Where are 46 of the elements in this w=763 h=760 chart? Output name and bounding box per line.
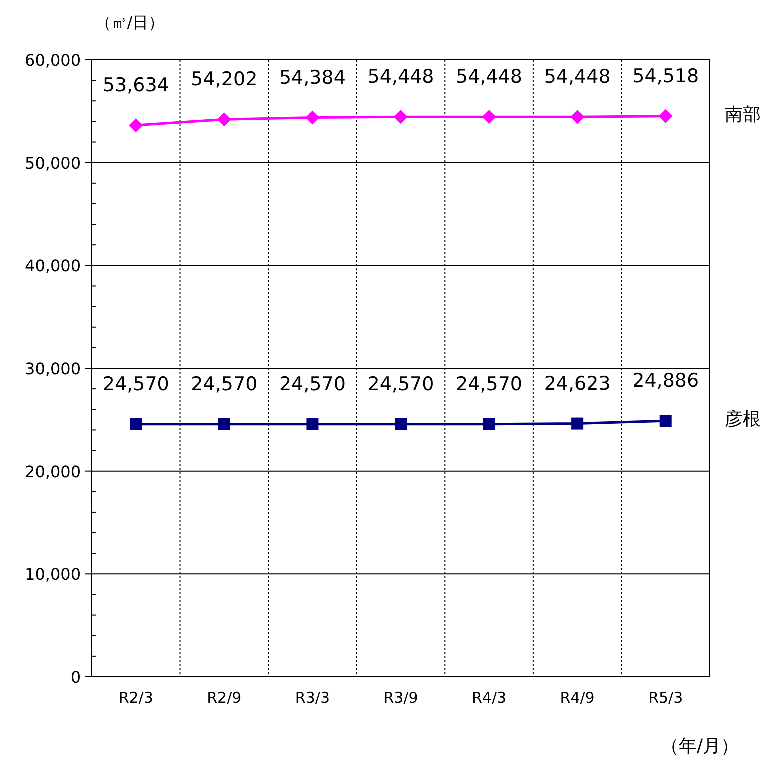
point	[217, 112, 232, 127]
data-label: 24,570	[368, 373, 434, 396]
data-label: 24,570	[102, 373, 170, 396]
y-tick-label: 60,000	[25, 51, 81, 70]
point	[306, 110, 320, 125]
y-tick-label: 40,000	[25, 256, 81, 276]
data-label: 24,570	[191, 373, 258, 396]
y-tick-label: 50,000	[25, 154, 81, 173]
x-tick-label: R4/9	[560, 689, 595, 707]
point	[572, 418, 584, 430]
data-label: 24,570	[456, 373, 523, 396]
x-tick-label: R2/9	[207, 689, 242, 707]
data-label: 54,448	[544, 66, 611, 88]
data-label: 53,634	[102, 74, 170, 96]
point	[483, 418, 496, 430]
data-label: 54,202	[191, 68, 258, 91]
text: 彦根	[725, 409, 761, 430]
data-label: 24,623	[544, 372, 611, 395]
data-label: 24,886	[632, 370, 700, 392]
x-tick-label: R5/3	[648, 689, 684, 707]
text: 10,000	[25, 565, 81, 584]
data-label: 54,384	[279, 66, 346, 89]
data-label: 54,448	[456, 66, 523, 88]
x-tick-label: R3/9	[384, 689, 418, 707]
point	[394, 110, 408, 124]
y-tick-label: 20,000	[25, 462, 81, 482]
x-axis-title: （年/月）	[660, 736, 740, 757]
x-tick-label: R2/3	[118, 689, 154, 707]
point	[306, 418, 319, 430]
point	[395, 418, 407, 430]
point	[482, 110, 496, 124]
point	[130, 418, 142, 430]
y-tick-label: 30,000	[25, 360, 81, 378]
text: 南部	[725, 104, 761, 126]
point	[658, 109, 673, 124]
x-tick-label: R3/3	[295, 689, 330, 707]
point	[129, 118, 144, 132]
data-label: 24,570	[279, 373, 346, 396]
point	[570, 110, 585, 124]
data-label: 54,448	[368, 66, 434, 88]
point	[218, 418, 230, 430]
y-axis-title: （㎥/日）	[95, 13, 165, 32]
data-label: 54,518	[632, 65, 700, 88]
x-tick-label: R4/3	[472, 689, 507, 707]
point	[660, 415, 672, 428]
y-tick-label: 0	[70, 668, 81, 687]
